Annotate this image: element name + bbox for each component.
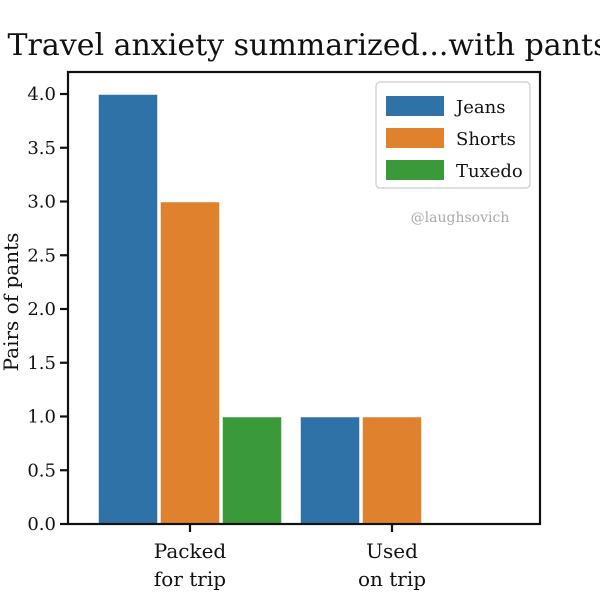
bar-jeans-1 — [97, 93, 159, 525]
legend-label-jeans: Jeans — [454, 97, 505, 118]
y-tick-label: 3.5 — [27, 138, 56, 159]
legend-label-tuxedo: Tuxedo — [456, 161, 523, 182]
bar-shorts-2 — [361, 415, 423, 525]
legend: Jeans Shorts Tuxedo — [375, 81, 531, 189]
x-tick-label: Used — [366, 539, 418, 563]
legend-swatch-shorts — [386, 128, 444, 148]
axes: 0.0 0.5 1.0 1.5 2.0 2.5 3.0 3.5 4.0 Packed for tri… — [27, 70, 542, 591]
y-tick-label: 2.5 — [27, 245, 56, 266]
x-tick-label: Packed — [154, 539, 227, 563]
y-tick-label: 0.5 — [27, 460, 56, 481]
watermark-annotation: @laughsovich — [411, 210, 510, 226]
y-tick-label: 1.0 — [27, 407, 56, 428]
x-tick-label: for trip — [154, 567, 226, 591]
bar-shorts-1 — [159, 200, 221, 525]
y-tick-label: 4.0 — [27, 84, 56, 105]
bar-jeans-2 — [299, 415, 361, 525]
y-tick-label: 3.0 — [27, 192, 56, 213]
bar-tuxedo-1 — [221, 415, 283, 525]
legend-label-shorts: Shorts — [456, 129, 516, 150]
bars — [97, 93, 423, 525]
y-tick-label: 0.0 — [27, 514, 56, 535]
legend-swatch-tuxedo — [386, 160, 444, 180]
y-tick-label: 2.0 — [27, 299, 56, 320]
y-axis-label: Pairs of pants — [0, 233, 23, 372]
y-tick-label: 1.5 — [27, 353, 56, 374]
x-tick-label: on trip — [358, 567, 426, 591]
legend-swatch-jeans — [386, 96, 444, 116]
chart-title: Travel anxiety summarized...with pants — [8, 28, 600, 63]
plot-frame — [66, 70, 542, 526]
